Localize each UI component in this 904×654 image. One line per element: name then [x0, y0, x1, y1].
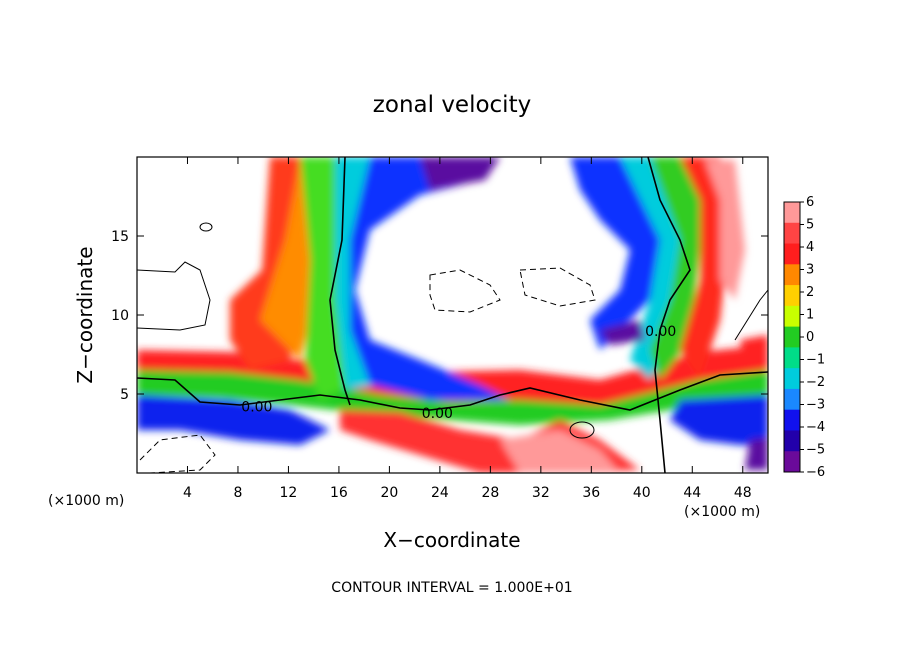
chart-title: zonal velocity — [373, 92, 531, 118]
contour-dashed-b — [519, 267, 596, 307]
x-units-label-right: (×1000 m) — [684, 504, 760, 520]
contour-thin-east — [734, 289, 768, 341]
contour-thin-southeast — [569, 421, 595, 439]
colorbar-tick-label: −6 — [806, 465, 825, 480]
colorbar-tick-label: 2 — [806, 285, 814, 300]
field-blue-arc — [350, 157, 510, 400]
colorbar-swatch — [784, 243, 800, 265]
field-east-red — [680, 157, 730, 380]
contour-thin-west — [137, 261, 211, 331]
contour-zero-east — [647, 157, 691, 473]
contour-dashed-a — [429, 269, 501, 313]
colorbar-swatch — [784, 285, 800, 307]
field-lower-blue — [137, 395, 330, 445]
contour-lines — [137, 157, 768, 473]
x-units-label-left: (×1000 m) — [48, 493, 124, 509]
colorbar-tick-label: −4 — [806, 420, 825, 435]
y-axis-label: Z−coordinate — [73, 246, 97, 383]
field-cyan-arc — [335, 157, 380, 390]
colorbar-swatch — [784, 368, 800, 390]
colorbar-swatch — [784, 305, 800, 328]
contour-interval-note: CONTOUR INTERVAL = 1.000E+01 — [331, 580, 572, 596]
contour-dashed-c — [139, 434, 216, 473]
colorbar-tick-label: 6 — [806, 195, 814, 210]
contour-labels: 0.00 0.00 0.00 — [241, 324, 676, 422]
x-tick-label: 44 — [683, 485, 701, 501]
x-tick-label: 40 — [633, 485, 651, 501]
field-purple-low — [745, 438, 768, 470]
colorbar-swatch — [784, 388, 800, 411]
x-tick-label: 20 — [380, 485, 398, 501]
colorbar-swatch — [784, 451, 800, 473]
x-axis: 4 8 12 16 20 24 28 32 36 40 44 48 — [183, 157, 752, 501]
x-tick-label: 4 — [183, 485, 192, 501]
colorbar-swatch — [784, 326, 800, 348]
contour-label: 0.00 — [422, 406, 453, 422]
colorbar-swatch — [784, 347, 800, 369]
x-tick-label: 32 — [532, 485, 550, 501]
colorbar: 6 5 4 3 2 1 0 −1 −2 −3 −4 −5 −6 — [783, 195, 825, 480]
x-tick-label: 16 — [330, 485, 348, 501]
colorbar-swatch — [784, 222, 800, 245]
field-east-red-low — [740, 335, 768, 362]
field-west-plume-orange — [260, 160, 318, 360]
x-tick-label: 24 — [431, 485, 449, 501]
field-lower-blue-east — [670, 395, 768, 445]
colorbar-tick-label: 4 — [806, 240, 814, 255]
field-east-pink — [705, 160, 745, 300]
colorbar-swatch — [784, 264, 800, 286]
x-tick-label: 48 — [734, 485, 752, 501]
colorbar-tick-label: 5 — [806, 218, 814, 233]
heatmap-field — [137, 157, 768, 473]
colorbar-tick-label: −3 — [806, 398, 825, 413]
x-axis-label: X−coordinate — [383, 528, 520, 552]
field-bottom-pink — [500, 430, 620, 473]
contour-zero-west — [329, 157, 351, 406]
colorbar-tick-label: −2 — [806, 375, 825, 390]
colorbar-swatch — [784, 430, 800, 452]
colorbar-tick-label: −1 — [806, 353, 825, 368]
colorbar-tick-label: 1 — [806, 308, 814, 323]
x-tick-label: 28 — [481, 485, 499, 501]
colorbar-tick-label: 0 — [806, 330, 814, 345]
colorbar-swatch — [784, 202, 800, 224]
y-tick-label: 10 — [111, 308, 129, 324]
x-tick-label: 36 — [582, 485, 600, 501]
y-axis: 5 10 15 — [111, 229, 768, 403]
x-tick-label: 12 — [280, 485, 298, 501]
colorbar-swatch — [784, 409, 800, 431]
y-tick-label: 5 — [120, 387, 129, 403]
x-tick-label: 8 — [233, 485, 242, 501]
contour-zero-lower — [137, 371, 768, 411]
field-purple-top — [420, 157, 500, 190]
y-tick-label: 15 — [111, 229, 129, 245]
contour-label: 0.00 — [645, 324, 676, 340]
contour-thin-lowwest — [199, 222, 213, 232]
field-purple-east — [600, 320, 645, 345]
field-lower-green — [137, 370, 768, 425]
colorbar-tick-label: −5 — [806, 443, 825, 458]
contour-label: 0.00 — [241, 400, 272, 416]
field-east-blue — [570, 157, 660, 350]
colorbar-tick-label: 3 — [806, 263, 814, 278]
